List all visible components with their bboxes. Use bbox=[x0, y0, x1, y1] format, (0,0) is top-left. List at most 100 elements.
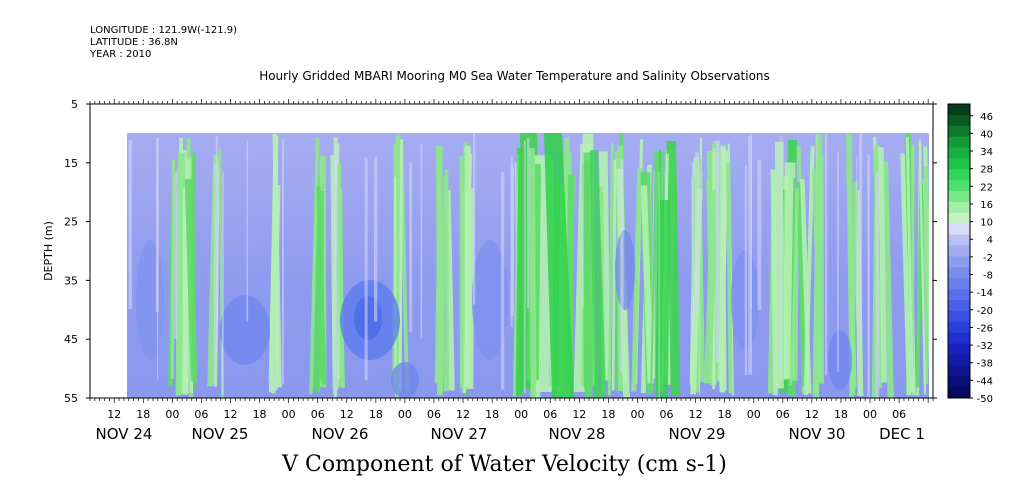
x-hour-label: 00 bbox=[165, 408, 179, 421]
heatmap-positive-band bbox=[611, 159, 617, 391]
heatmap-weak-streak bbox=[715, 140, 720, 362]
colorbar-swatch bbox=[948, 256, 970, 268]
heatmap-weak-streak bbox=[128, 140, 133, 310]
heatmap-positive-band bbox=[515, 152, 527, 396]
colorbar-label: -26 bbox=[977, 323, 993, 334]
heatmap-positive-band bbox=[607, 142, 614, 396]
heatmap-weak-streak bbox=[364, 157, 368, 380]
heatmap-weak-streak bbox=[157, 172, 159, 380]
x-day-label: DEC 1 bbox=[879, 425, 925, 443]
x-hour-label: 06 bbox=[776, 408, 790, 421]
heatmap-positive-band bbox=[905, 137, 914, 393]
heatmap-positive-core bbox=[544, 133, 574, 398]
heatmap-weak-streak bbox=[221, 172, 224, 395]
heatmap-weak-streak bbox=[214, 163, 216, 387]
x-day-label: NOV 28 bbox=[549, 425, 606, 443]
colorbar-swatch bbox=[948, 212, 970, 225]
heatmap-positive-core bbox=[590, 150, 606, 398]
y-tick-label: 25 bbox=[64, 216, 78, 229]
x-day-label: NOV 27 bbox=[431, 425, 488, 443]
heatmap-weak-streak bbox=[473, 133, 476, 305]
heatmap-positive-band bbox=[582, 152, 594, 388]
heatmap-weak-streak bbox=[856, 156, 858, 323]
heatmap-positive-band bbox=[528, 148, 537, 383]
colorbar-swatch bbox=[948, 180, 970, 192]
y-axis-label: DEPTH (m) bbox=[42, 221, 55, 281]
colorbar-swatch bbox=[948, 278, 970, 290]
x-hour-label: 00 bbox=[863, 408, 877, 421]
chart-title: Hourly Gridded MBARI Mooring M0 Sea Wate… bbox=[259, 69, 770, 83]
heatmap-weak-streak bbox=[173, 171, 178, 339]
colorbar-label: -44 bbox=[977, 376, 993, 387]
heatmap-positive-band bbox=[184, 178, 198, 381]
x-hour-label: 00 bbox=[398, 408, 412, 421]
x-hour-label: 18 bbox=[718, 408, 732, 421]
heatmap-weak-streak bbox=[859, 134, 863, 338]
x-hour-label: 00 bbox=[747, 408, 761, 421]
heatmap-weak-streak bbox=[750, 134, 753, 309]
year-label: YEAR : 2010 bbox=[90, 49, 152, 60]
latitude-label: LATITUDE : 36.8N bbox=[90, 37, 178, 48]
heatmap-weak-streak bbox=[523, 140, 526, 394]
colorbar-swatch bbox=[948, 310, 970, 323]
colorbar-label: 4 bbox=[987, 235, 993, 246]
heatmap-negative-core bbox=[615, 230, 635, 310]
heatmap-positive-band bbox=[640, 185, 654, 384]
x-hour-label: 00 bbox=[630, 408, 644, 421]
x-day-label: NOV 25 bbox=[192, 425, 249, 443]
colorbar-swatch bbox=[948, 245, 970, 257]
heatmap-field bbox=[127, 133, 929, 398]
heatmap-weak-streak bbox=[620, 159, 624, 373]
y-tick-label: 55 bbox=[64, 392, 78, 405]
y-tick-label: 35 bbox=[64, 274, 78, 287]
heatmap-weak-streak bbox=[824, 133, 828, 376]
colorbar-swatch bbox=[948, 191, 970, 203]
heatmap-positive-band bbox=[813, 134, 823, 398]
colorbar-swatch bbox=[948, 202, 970, 214]
colorbar-frame bbox=[947, 103, 971, 399]
heatmap-weak-streak bbox=[757, 159, 762, 310]
x-hour-label: 12 bbox=[107, 408, 121, 421]
heatmap-positive-band bbox=[704, 189, 719, 384]
heatmap-positive-band bbox=[918, 139, 927, 395]
x-hour-label: 18 bbox=[485, 408, 499, 421]
heatmap-weak-streak bbox=[526, 138, 530, 309]
heatmap-negative-core bbox=[220, 295, 270, 365]
x-hour-label: 06 bbox=[427, 408, 441, 421]
heatmap-weak-streak bbox=[691, 162, 695, 346]
heatmap-weak-streak bbox=[867, 155, 870, 398]
heatmap-positive-band bbox=[719, 145, 727, 393]
x-hour-label: 18 bbox=[136, 408, 150, 421]
heatmap-weak-streak bbox=[658, 171, 660, 398]
heatmap-weak-streak bbox=[582, 135, 584, 308]
colorbar-swatch bbox=[948, 147, 970, 159]
colorbar-swatch bbox=[948, 125, 970, 138]
colorbar-label: 46 bbox=[980, 112, 993, 123]
colorbar-label: -32 bbox=[977, 341, 993, 352]
heatmap-negative-core bbox=[391, 362, 419, 398]
heatmap-positive-band bbox=[878, 147, 887, 383]
colorbar-swatch bbox=[948, 158, 970, 170]
heatmap-weak-streak bbox=[373, 156, 378, 322]
heatmap-weak-streak bbox=[500, 171, 505, 390]
colorbar-swatch bbox=[948, 169, 970, 181]
colorbar: 46 40 34 28 22 16 10 4 -2 -8 -14 -20 -26 -32 -38 -44 -50 bbox=[947, 103, 993, 405]
colorbar-label: 22 bbox=[980, 182, 993, 193]
colorbar-label: -20 bbox=[977, 306, 993, 317]
x-hour-label: 12 bbox=[689, 408, 703, 421]
heatmap-positive-band bbox=[275, 138, 279, 390]
heatmap-weak-streak bbox=[699, 164, 701, 396]
colorbar-swatch bbox=[948, 376, 970, 388]
x-hour-label: 18 bbox=[601, 408, 615, 421]
heatmap-positive-band bbox=[631, 168, 643, 392]
heatmap-weak-streak bbox=[409, 162, 413, 332]
variable-label: V Component of Water Velocity (cm s-1) bbox=[282, 452, 727, 477]
colorbar-swatch bbox=[948, 223, 970, 236]
x-day-label: NOV 30 bbox=[789, 425, 846, 443]
colorbar-swatch bbox=[948, 354, 970, 366]
colorbar-swatch bbox=[948, 332, 970, 345]
colorbar-swatch bbox=[948, 365, 970, 377]
heatmap-negative-core bbox=[136, 240, 164, 360]
heatmap-negative-core bbox=[828, 330, 852, 390]
